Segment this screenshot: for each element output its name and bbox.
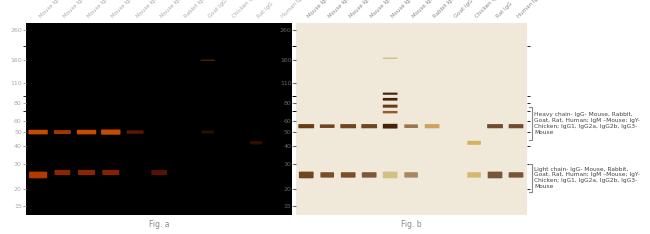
FancyBboxPatch shape bbox=[202, 131, 214, 133]
FancyBboxPatch shape bbox=[487, 124, 503, 128]
FancyBboxPatch shape bbox=[127, 130, 144, 134]
FancyBboxPatch shape bbox=[200, 60, 215, 61]
FancyBboxPatch shape bbox=[54, 130, 71, 134]
FancyBboxPatch shape bbox=[383, 172, 398, 178]
FancyBboxPatch shape bbox=[29, 172, 47, 178]
FancyBboxPatch shape bbox=[383, 105, 398, 108]
FancyBboxPatch shape bbox=[341, 124, 356, 128]
Text: Light chain- IgG- Mouse, Rabbit,
Goat, Rat, Human; IgM –Mouse; IgY-
Chicken; IgG: Light chain- IgG- Mouse, Rabbit, Goat, R… bbox=[534, 167, 640, 189]
Text: Fig. a: Fig. a bbox=[149, 220, 170, 229]
FancyBboxPatch shape bbox=[299, 172, 313, 178]
FancyBboxPatch shape bbox=[383, 93, 398, 95]
FancyBboxPatch shape bbox=[404, 124, 418, 128]
FancyBboxPatch shape bbox=[250, 141, 262, 144]
FancyBboxPatch shape bbox=[424, 124, 439, 128]
FancyBboxPatch shape bbox=[509, 124, 523, 128]
Text: Mouse IgG
Heavy Chain: Mouse IgG Heavy Chain bbox=[298, 125, 342, 139]
FancyBboxPatch shape bbox=[488, 172, 502, 178]
FancyBboxPatch shape bbox=[320, 172, 334, 178]
FancyBboxPatch shape bbox=[361, 124, 377, 128]
FancyBboxPatch shape bbox=[341, 172, 356, 178]
Text: Heavy chain- IgG- Mouse, Rabbit,
Goat, Rat, Human; IgM –Mouse; IgY-
Chicken; IgG: Heavy chain- IgG- Mouse, Rabbit, Goat, R… bbox=[534, 112, 640, 135]
FancyBboxPatch shape bbox=[101, 129, 120, 135]
FancyBboxPatch shape bbox=[404, 172, 418, 178]
FancyBboxPatch shape bbox=[77, 130, 96, 134]
FancyBboxPatch shape bbox=[467, 172, 481, 178]
Text: Mouse IgG
Light Chain: Mouse IgG Light Chain bbox=[298, 168, 337, 181]
FancyBboxPatch shape bbox=[383, 111, 398, 113]
FancyBboxPatch shape bbox=[55, 170, 70, 175]
FancyBboxPatch shape bbox=[383, 98, 398, 101]
FancyBboxPatch shape bbox=[383, 124, 398, 128]
FancyBboxPatch shape bbox=[362, 172, 376, 178]
FancyBboxPatch shape bbox=[78, 170, 95, 175]
FancyBboxPatch shape bbox=[320, 124, 335, 128]
FancyBboxPatch shape bbox=[151, 170, 167, 175]
FancyBboxPatch shape bbox=[102, 170, 119, 175]
FancyBboxPatch shape bbox=[298, 124, 314, 128]
FancyBboxPatch shape bbox=[467, 141, 481, 145]
FancyBboxPatch shape bbox=[509, 172, 523, 178]
FancyBboxPatch shape bbox=[383, 58, 398, 59]
FancyBboxPatch shape bbox=[29, 130, 48, 134]
Text: Fig. b: Fig. b bbox=[401, 220, 421, 229]
